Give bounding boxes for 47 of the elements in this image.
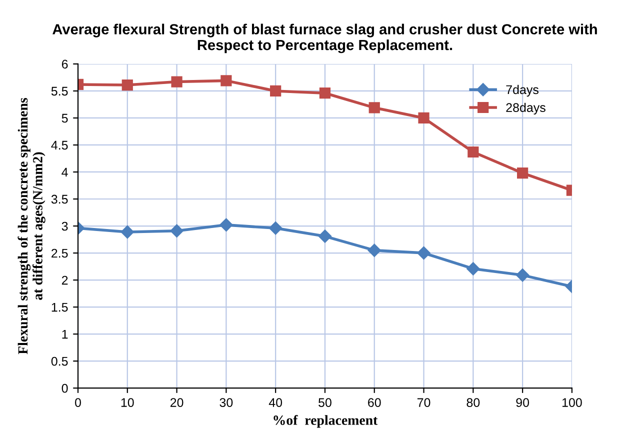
y-tick-label: 0.5 xyxy=(51,356,68,366)
y-tick-label: 4.5 xyxy=(51,140,68,150)
point xyxy=(417,246,430,260)
y-tick-label: 3 xyxy=(62,222,68,231)
y-tick-label: 1.5 xyxy=(52,302,68,312)
point xyxy=(220,75,232,86)
point xyxy=(517,168,528,179)
point xyxy=(368,102,380,114)
point xyxy=(319,88,331,99)
x-tick-label: 30 xyxy=(220,398,233,407)
y-axis-title: Flexural strength of the concrete specimens at different ages(N/mm2) xyxy=(18,98,46,354)
point xyxy=(120,225,134,239)
y-tick-label: 6 xyxy=(62,60,68,69)
x-tick-label: 50 xyxy=(318,398,332,407)
point xyxy=(220,218,233,232)
point xyxy=(171,76,182,88)
point xyxy=(368,244,381,257)
point xyxy=(468,146,479,158)
x-tick-label: 40 xyxy=(268,398,282,407)
y-tick-label: 3.5 xyxy=(51,194,68,204)
legend-label: 28days xyxy=(506,102,546,114)
y-tick-label: 2.5 xyxy=(52,248,68,258)
point xyxy=(318,230,332,243)
y-tick-label: 5.5 xyxy=(51,86,68,96)
x-tick-label: 0 xyxy=(75,398,81,407)
point xyxy=(122,79,133,91)
y-tick-label: 5 xyxy=(62,114,68,123)
y-tick-label: 2 xyxy=(62,276,68,285)
legend-label: 7days xyxy=(506,84,538,97)
point xyxy=(516,268,530,282)
y-tick-label: 4 xyxy=(62,168,68,177)
x-axis-title: %of replacement xyxy=(274,415,378,428)
x-tick-label: 100 xyxy=(562,398,582,407)
x-tick-label: 20 xyxy=(170,398,184,407)
point xyxy=(466,262,480,276)
x-tick-label: 80 xyxy=(466,398,480,407)
x-tick-label: 60 xyxy=(368,398,381,407)
point xyxy=(268,222,282,235)
y-tick-label: 1 xyxy=(62,330,68,339)
point xyxy=(270,85,282,97)
point xyxy=(170,224,184,238)
point xyxy=(418,112,430,124)
x-tick-label: 70 xyxy=(417,398,430,407)
x-tick-label: 90 xyxy=(516,398,530,407)
y-tick-label: 0 xyxy=(62,384,68,393)
chart-title: Average flexural Strength of blast furnace slag and crusher dust Concrete with Respect to Percentage Replacement. xyxy=(52,24,597,54)
x-tick-label: 10 xyxy=(121,398,134,407)
